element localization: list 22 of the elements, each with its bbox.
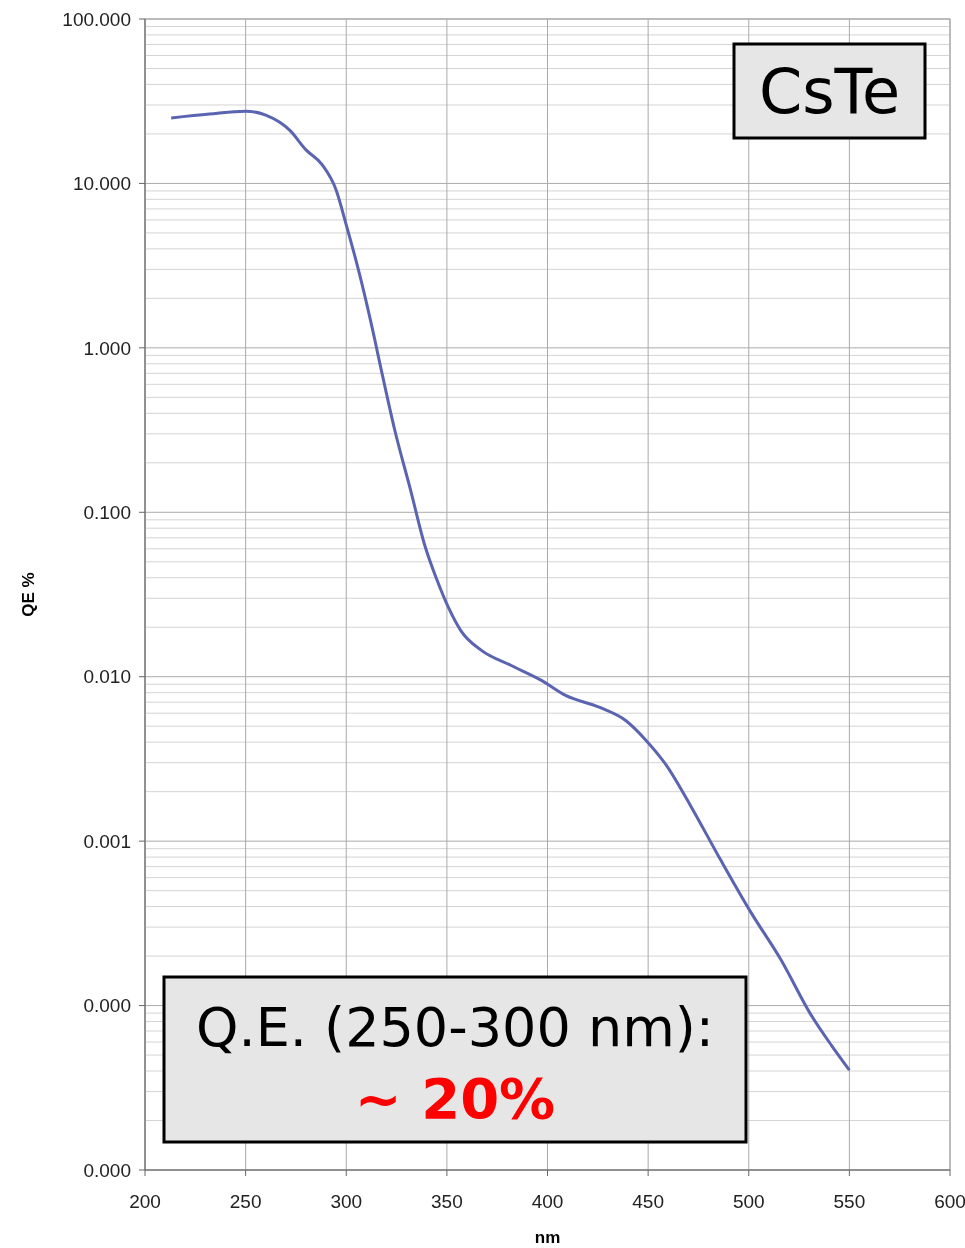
y-tick-label: 0.001 [83, 830, 131, 852]
annotation: ~ 20% [354, 1066, 556, 1131]
y-tick-label: 0.100 [83, 501, 131, 523]
x-tick-label: 450 [632, 1191, 664, 1212]
x-axis-title: nm [534, 1228, 561, 1247]
x-tick-label: 250 [229, 1191, 262, 1212]
y-tick-label: 0.010 [83, 666, 131, 688]
x-tick-label: 300 [330, 1191, 363, 1212]
annotation: Q.E. (250-300 nm): [195, 996, 715, 1059]
y-tick-label: 0.000 [83, 1159, 131, 1181]
x-tick-label: 200 [129, 1191, 161, 1212]
y-tick-label: 100.000 [62, 8, 131, 30]
x-tick-label: 550 [833, 1191, 866, 1212]
x-tick-label: 600 [934, 1191, 965, 1212]
y-axis-title: QE % [19, 572, 38, 617]
y-tick-label: 1.000 [83, 337, 131, 359]
y-tick-label: 10.000 [72, 173, 131, 195]
annotation: CsTe [758, 55, 901, 128]
x-tick-label: 350 [431, 1191, 463, 1212]
x-tick-label: 400 [531, 1191, 564, 1212]
x-tick-label: 500 [732, 1191, 765, 1212]
y-tick-label: 0.000 [83, 995, 131, 1017]
